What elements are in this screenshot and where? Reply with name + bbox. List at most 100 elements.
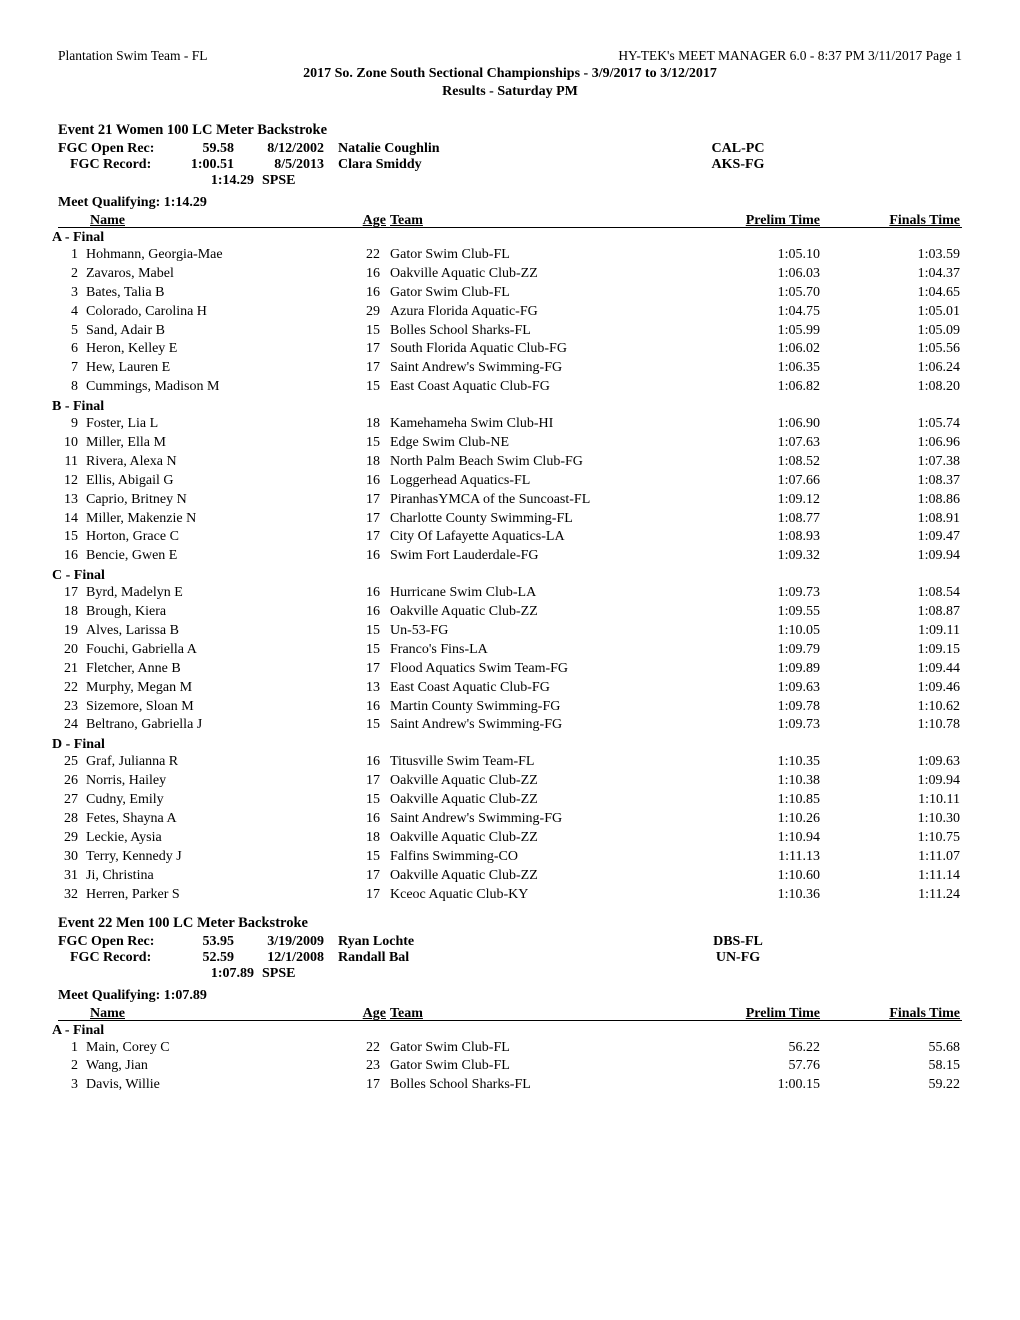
prelim-time: 1:08.77	[680, 510, 820, 529]
section-header: B - Final	[52, 399, 962, 415]
team: Franco's Fins-LA	[390, 641, 680, 660]
age: 13	[348, 679, 390, 698]
prelim-time: 1:09.73	[680, 716, 820, 735]
swimmer-name: Davis, Willie	[86, 1076, 348, 1095]
result-row: 20Fouchi, Gabriella A15Franco's Fins-LA1…	[58, 641, 962, 660]
prelim-time: 1:05.10	[680, 246, 820, 265]
place: 16	[58, 547, 86, 566]
age: 18	[348, 415, 390, 434]
team: City Of Lafayette Aquatics-LA	[390, 528, 680, 547]
rec-time: 59.58	[178, 141, 248, 157]
swimmer-name: Heron, Kelley E	[86, 340, 348, 359]
rec-holder: Randall Bal	[338, 950, 618, 966]
swimmer-name: Hew, Lauren E	[86, 359, 348, 378]
finals-time: 1:07.38	[820, 453, 960, 472]
finals-time: 1:09.63	[820, 753, 960, 772]
prelim-time: 1:06.02	[680, 340, 820, 359]
event-21-open-rec: FGC Open Rec: 59.58 8/12/2002 Natalie Co…	[58, 141, 962, 157]
rec-date: 8/12/2002	[248, 141, 338, 157]
age: 15	[348, 622, 390, 641]
place: 9	[58, 415, 86, 434]
swimmer-name: Cudny, Emily	[86, 791, 348, 810]
place: 12	[58, 472, 86, 491]
swimmer-name: Horton, Grace C	[86, 528, 348, 547]
finals-time: 1:10.78	[820, 716, 960, 735]
rec-holder: Natalie Coughlin	[338, 141, 618, 157]
swimmer-name: Fletcher, Anne B	[86, 660, 348, 679]
team: Bolles School Sharks-FL	[390, 1076, 680, 1095]
event-21-mq: Meet Qualifying: 1:14.29	[58, 195, 962, 211]
place: 15	[58, 528, 86, 547]
event-21-title: Event 21 Women 100 LC Meter Backstroke	[58, 122, 962, 139]
swimmer-name: Bencie, Gwen E	[86, 547, 348, 566]
prelim-time: 1:09.12	[680, 491, 820, 510]
prelim-time: 1:10.26	[680, 810, 820, 829]
event-22-colheads: Name Age Team Prelim Time Finals Time	[58, 1006, 962, 1022]
rec-loc: AKS-FG	[618, 157, 858, 173]
result-row: 26Norris, Hailey17Oakville Aquatic Club-…	[58, 772, 962, 791]
col-finals: Finals Time	[820, 1006, 960, 1022]
team: Flood Aquatics Swim Team-FG	[390, 660, 680, 679]
swimmer-name: Terry, Kennedy J	[86, 848, 348, 867]
result-row: 1Main, Corey C22Gator Swim Club-FL56.225…	[58, 1039, 962, 1058]
finals-time: 1:10.75	[820, 829, 960, 848]
team: Gator Swim Club-FL	[390, 1039, 680, 1058]
result-row: 12Ellis, Abigail G16Loggerhead Aquatics-…	[58, 472, 962, 491]
result-row: 19Alves, Larissa B15Un-53-FG1:10.051:09.…	[58, 622, 962, 641]
age: 16	[348, 547, 390, 566]
place: 10	[58, 434, 86, 453]
age: 16	[348, 603, 390, 622]
rec-date: 8/5/2013	[248, 157, 338, 173]
age: 17	[348, 359, 390, 378]
event-21-colheads: Name Age Team Prelim Time Finals Time	[58, 213, 962, 229]
prelim-time: 1:09.79	[680, 641, 820, 660]
finals-time: 1:06.24	[820, 359, 960, 378]
team: Azura Florida Aquatic-FG	[390, 303, 680, 322]
result-row: 24Beltrano, Gabriella J15Saint Andrew's …	[58, 716, 962, 735]
age: 17	[348, 772, 390, 791]
place: 7	[58, 359, 86, 378]
finals-time: 55.68	[820, 1039, 960, 1058]
rec-time: 52.59	[178, 950, 248, 966]
result-row: 3Davis, Willie17Bolles School Sharks-FL1…	[58, 1076, 962, 1095]
result-row: 21Fletcher, Anne B17Flood Aquatics Swim …	[58, 660, 962, 679]
team: North Palm Beach Swim Club-FG	[390, 453, 680, 472]
rec-label: FGC Record:	[58, 950, 178, 966]
team: Kamehameha Swim Club-HI	[390, 415, 680, 434]
team: Gator Swim Club-FL	[390, 284, 680, 303]
rec-holder: Clara Smiddy	[338, 157, 618, 173]
team: Hurricane Swim Club-LA	[390, 584, 680, 603]
finals-time: 1:03.59	[820, 246, 960, 265]
age: 17	[348, 660, 390, 679]
swimmer-name: Sizemore, Sloan M	[86, 698, 348, 717]
team: Oakville Aquatic Club-ZZ	[390, 867, 680, 886]
finals-time: 1:09.15	[820, 641, 960, 660]
event-22-title: Event 22 Men 100 LC Meter Backstroke	[58, 915, 962, 932]
swimmer-name: Wang, Jian	[86, 1057, 348, 1076]
prelim-time: 1:10.94	[680, 829, 820, 848]
event-21: Event 21 Women 100 LC Meter Backstroke F…	[58, 122, 962, 905]
prelim-time: 1:06.35	[680, 359, 820, 378]
place: 1	[58, 1039, 86, 1058]
result-row: 16Bencie, Gwen E16Swim Fort Lauderdale-F…	[58, 547, 962, 566]
finals-time: 1:08.86	[820, 491, 960, 510]
team: Oakville Aquatic Club-ZZ	[390, 265, 680, 284]
result-row: 27Cudny, Emily15Oakville Aquatic Club-ZZ…	[58, 791, 962, 810]
age: 17	[348, 340, 390, 359]
place: 8	[58, 378, 86, 397]
result-row: 1Hohmann, Georgia-Mae22Gator Swim Club-F…	[58, 246, 962, 265]
swimmer-name: Sand, Adair B	[86, 322, 348, 341]
rec-label: FGC Open Rec:	[58, 934, 178, 950]
place: 21	[58, 660, 86, 679]
age: 17	[348, 1076, 390, 1095]
finals-time: 1:10.30	[820, 810, 960, 829]
colhead-rule: Name Age Team Prelim Time Finals Time	[58, 213, 962, 228]
age: 16	[348, 698, 390, 717]
swimmer-name: Colorado, Carolina H	[86, 303, 348, 322]
place: 25	[58, 753, 86, 772]
place: 2	[58, 1057, 86, 1076]
age: 15	[348, 322, 390, 341]
finals-time: 59.22	[820, 1076, 960, 1095]
team: Edge Swim Club-NE	[390, 434, 680, 453]
prelim-time: 1:07.63	[680, 434, 820, 453]
